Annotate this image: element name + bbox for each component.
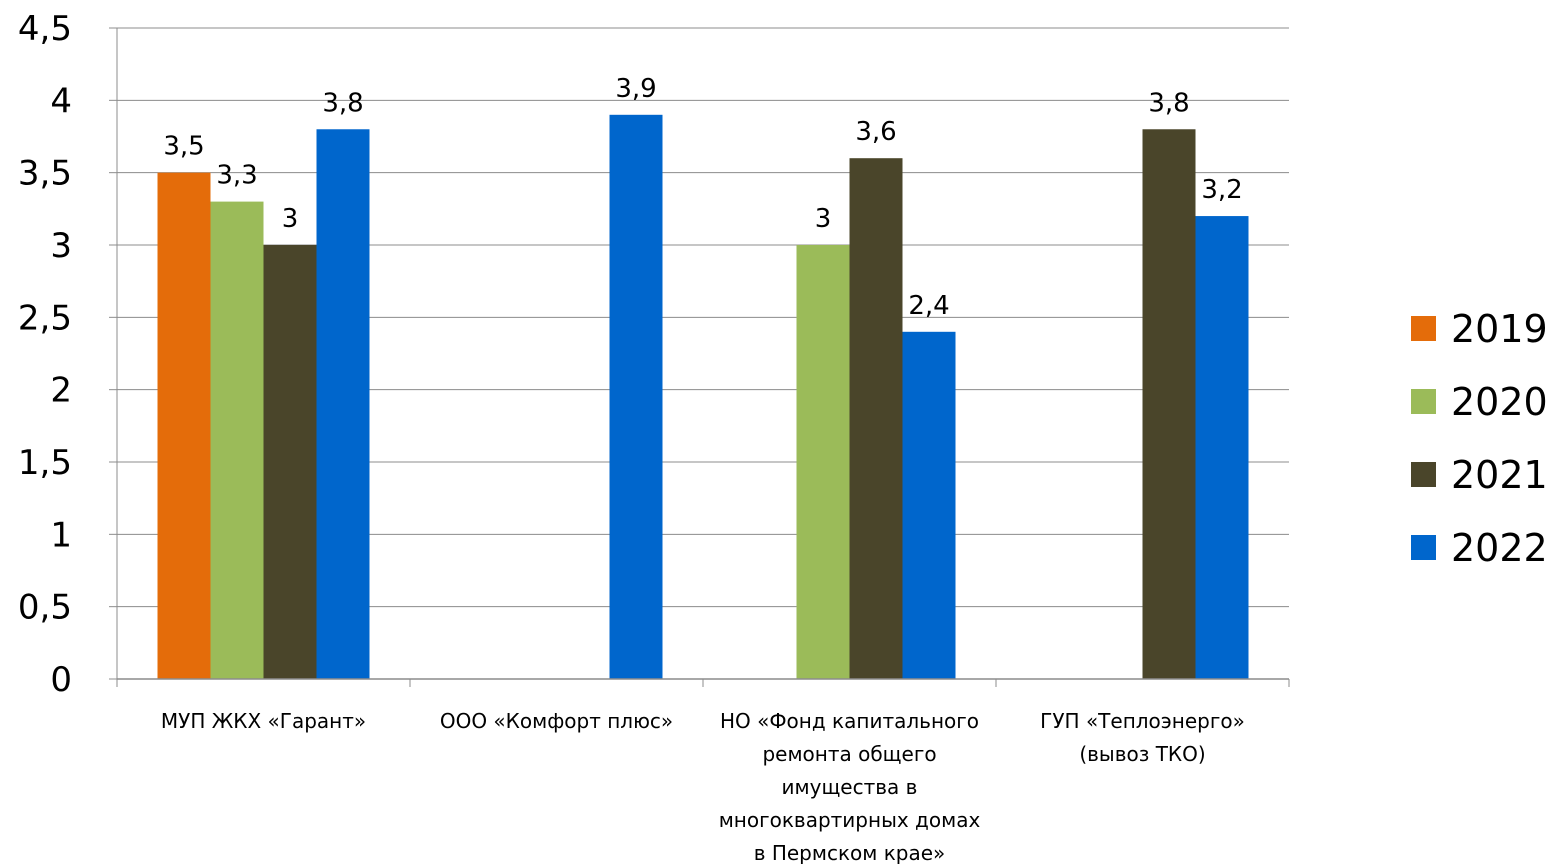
y-tick-label: 2: [50, 371, 72, 411]
bar-2022: [902, 331, 956, 679]
category-labels: МУП ЖКХ «Гарант» ООО «Комфорт плюс» НО «Фо…: [161, 709, 1245, 864]
category-label-line: ремонта общего: [762, 742, 936, 766]
data-label: 2,4: [908, 291, 949, 321]
bars: [157, 114, 1249, 680]
category-label: ООО «Комфорт плюс»: [440, 709, 673, 733]
legend-swatch-2021: [1411, 462, 1436, 487]
data-label: 3,2: [1201, 175, 1242, 205]
bar-2021: [849, 158, 903, 679]
y-tick-label: 4: [50, 81, 72, 121]
data-label: 3,6: [855, 117, 896, 147]
category-label-line: ООО «Комфорт плюс»: [440, 709, 673, 733]
category-label: НО «Фонд капитального ремонта общего имуще…: [719, 709, 981, 864]
legend-label: 2022: [1451, 526, 1548, 570]
bar-2021: [263, 245, 317, 679]
legend-label: 2020: [1451, 380, 1548, 424]
legend-swatch-2020: [1411, 389, 1436, 414]
bar-2019: [157, 172, 211, 679]
bar-2020: [210, 201, 264, 679]
bar-2022: [609, 114, 663, 680]
category-label-line: многоквартирных домах: [719, 808, 981, 832]
y-tick-label: 0: [50, 660, 72, 700]
legend-label: 2021: [1451, 453, 1548, 497]
y-tick-label: 1,5: [18, 443, 72, 483]
y-axis-ticks: 0 0,5 1 1,5 2 2,5 3 3,5 4 4,5: [18, 9, 117, 700]
y-tick-label: 4,5: [18, 9, 72, 49]
legend: 2019 2020 2021 2022: [1411, 307, 1548, 570]
data-label: 3,3: [216, 161, 257, 191]
y-tick-label: 3,5: [18, 154, 72, 194]
bar-2022: [316, 129, 370, 679]
legend-swatch-2022: [1411, 535, 1436, 560]
legend-label: 2019: [1451, 307, 1548, 351]
legend-swatch-2019: [1411, 316, 1436, 341]
x-axis: [116, 28, 1290, 687]
bar-2020: [796, 245, 850, 679]
data-label: 3: [282, 204, 299, 234]
y-tick-label: 1: [50, 515, 72, 555]
category-label: ГУП «Теплоэнерго» (вывоз ТКО): [1040, 709, 1245, 766]
category-label-line: ГУП «Теплоэнерго»: [1040, 709, 1245, 733]
category-label-line: МУП ЖКХ «Гарант»: [161, 709, 366, 733]
data-label: 3,9: [615, 74, 656, 104]
data-label: 3,8: [322, 88, 363, 118]
y-tick-label: 0,5: [18, 588, 72, 628]
category-label-line: НО «Фонд капитального: [720, 709, 979, 733]
data-label: 3: [815, 204, 832, 234]
category-label: МУП ЖКХ «Гарант»: [161, 709, 366, 733]
y-tick-label: 3: [50, 226, 72, 266]
category-label-line: имущества в: [782, 775, 918, 799]
bar-2022: [1195, 216, 1249, 680]
category-label-line: (вывоз ТКО): [1079, 742, 1205, 766]
data-labels: 3,5 3,3 3 3 3,6 3,8 3,8 3,9 2,4 3,2: [163, 74, 1242, 321]
bar-2021: [1142, 129, 1196, 679]
category-label-line: в Пермском крае»: [754, 841, 946, 864]
y-tick-label: 2,5: [18, 298, 72, 338]
data-label: 3,8: [1148, 88, 1189, 118]
data-label: 3,5: [163, 132, 204, 162]
